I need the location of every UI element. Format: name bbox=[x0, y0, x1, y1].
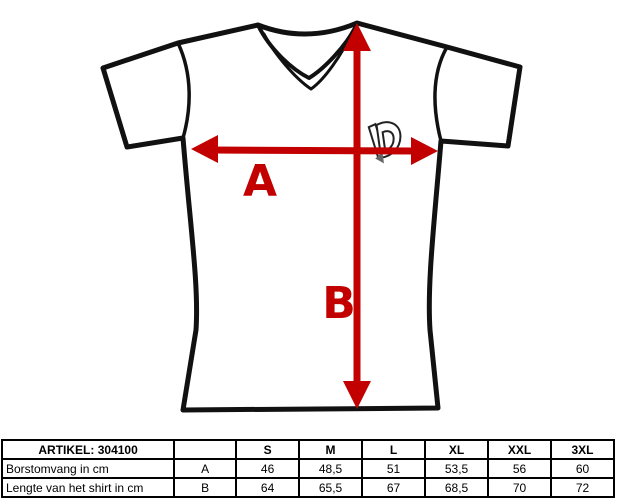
size-table: ARTIKEL: 304100 S M L XL XXL 3XL Borstom… bbox=[0, 439, 615, 498]
value-chest-3xl: 60 bbox=[550, 458, 615, 479]
table-row-chest: Borstomvang in cm A 46 48,5 51 53,5 56 6… bbox=[0, 458, 615, 479]
value-length-m: 65,5 bbox=[298, 477, 364, 498]
value-chest-xxl: 56 bbox=[487, 458, 552, 479]
shirt-length-arrowhead-bottom bbox=[343, 381, 371, 409]
collar-inner-line bbox=[262, 30, 354, 91]
size-header-l: L bbox=[361, 439, 427, 460]
tshirt-outline bbox=[100, 20, 523, 413]
value-length-s: 64 bbox=[235, 477, 301, 498]
value-chest-l: 51 bbox=[361, 458, 427, 479]
size-table-header-row: ARTIKEL: 304100 S M L XL XXL 3XL bbox=[0, 439, 615, 460]
chest-width-arrowhead-right bbox=[411, 137, 438, 165]
chest-width-arrow-shaft bbox=[211, 146, 416, 155]
value-chest-m: 48,5 bbox=[298, 458, 364, 479]
value-length-l: 67 bbox=[361, 477, 427, 498]
tshirt-drawing bbox=[100, 20, 523, 413]
value-length-3xl: 72 bbox=[550, 477, 615, 498]
logo-hatch bbox=[375, 152, 384, 164]
measure-arrows bbox=[191, 23, 438, 409]
left-sleeve-seam bbox=[176, 41, 191, 140]
row-label: Lengte van het shirt in cm bbox=[0, 477, 176, 498]
table-row-length: Lengte van het shirt in cm B 64 65,5 67 … bbox=[0, 477, 615, 498]
row-code: B bbox=[173, 477, 238, 498]
size-header-s: S bbox=[235, 439, 301, 460]
row-code: A bbox=[173, 458, 238, 479]
artikel-cell: ARTIKEL: 304100 bbox=[0, 439, 176, 460]
size-header-xxl: XXL bbox=[487, 439, 552, 460]
measure-label-a: A bbox=[243, 156, 277, 207]
chest-width-arrowhead-left bbox=[191, 135, 218, 163]
size-header-m: M bbox=[298, 439, 364, 460]
size-header-xl: XL bbox=[424, 439, 490, 460]
right-sleeve-seam bbox=[433, 45, 449, 143]
row-label: Borstomvang in cm bbox=[0, 458, 176, 479]
value-chest-s: 46 bbox=[235, 458, 301, 479]
value-length-xxl: 70 bbox=[487, 477, 552, 498]
size-header-3xl: 3XL bbox=[550, 439, 615, 460]
tshirt-measurement-diagram: A B bbox=[100, 20, 523, 413]
value-length-xl: 68,5 bbox=[424, 477, 490, 498]
value-chest-xl: 53,5 bbox=[424, 458, 490, 479]
shirt-length-arrowhead-top bbox=[343, 23, 371, 51]
measure-code-header bbox=[173, 439, 238, 460]
measure-label-b: B bbox=[322, 278, 356, 329]
